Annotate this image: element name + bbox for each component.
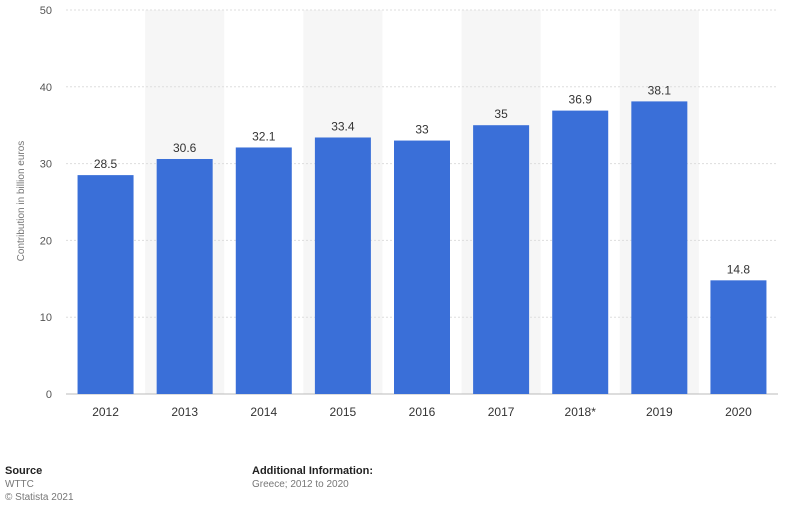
data-label: 14.8 [727,262,751,276]
y-tick-label: 30 [40,159,52,171]
y-tick-label: 0 [46,389,52,401]
data-label: 36.9 [569,93,593,107]
x-tick-label: 2016 [409,405,436,419]
bars [77,101,767,394]
data-label: 32.1 [252,129,276,143]
x-tick-label: 2013 [171,405,198,419]
bar[interactable] [77,175,134,394]
source-title: Source [5,465,43,477]
additional-info-title: Additional Information: [252,465,373,477]
x-tick-label: 2018* [565,405,597,419]
x-tick-label: 2012 [92,405,119,419]
y-axis-label: Contribution in billion euros [16,141,27,262]
bar-chart: 0 10 20 30 40 50 28.5 30.6 32.1 33.4 33 35 36.9 38.1… [16,5,778,419]
x-tick-label: 2015 [330,405,357,419]
data-label: 30.6 [173,141,197,155]
data-label: 35 [494,107,508,121]
y-tick-label: 50 [40,5,52,17]
y-tick-label: 40 [40,82,52,94]
bar[interactable] [314,137,371,394]
x-tick-label: 2020 [725,405,752,419]
y-tick-label: 10 [40,312,52,324]
x-tick-label: 2019 [646,405,673,419]
additional-info-text: Greece; 2012 to 2020 [252,479,349,490]
x-tick-label: 2014 [250,405,277,419]
bar[interactable] [631,101,688,394]
data-labels: 28.5 30.6 32.1 33.4 33 35 36.9 38.1 14.8 [94,83,751,276]
bar[interactable] [710,280,767,394]
bar[interactable] [552,110,609,394]
copyright[interactable]: © Statista 2021 [5,492,74,503]
data-label: 38.1 [648,83,672,97]
source-name[interactable]: WTTC [5,479,34,490]
additional-info-block: Additional Information: Greece; 2012 to … [252,465,373,491]
x-tick-label: 2017 [488,405,515,419]
y-axis-ticks: 0 10 20 30 40 50 [40,5,52,401]
data-label: 28.5 [94,157,118,171]
bar[interactable] [473,125,530,394]
source-block: Source WTTC © Statista 2021 [5,465,74,504]
data-label: 33 [415,123,429,137]
bar[interactable] [156,158,213,394]
bar[interactable] [394,140,450,394]
x-axis-ticks: 2012 2013 2014 2015 2016 2017 2018* 2019 2020 [92,405,752,419]
y-tick-label: 20 [40,235,52,247]
data-label: 33.4 [331,119,355,133]
bar[interactable] [235,147,292,394]
